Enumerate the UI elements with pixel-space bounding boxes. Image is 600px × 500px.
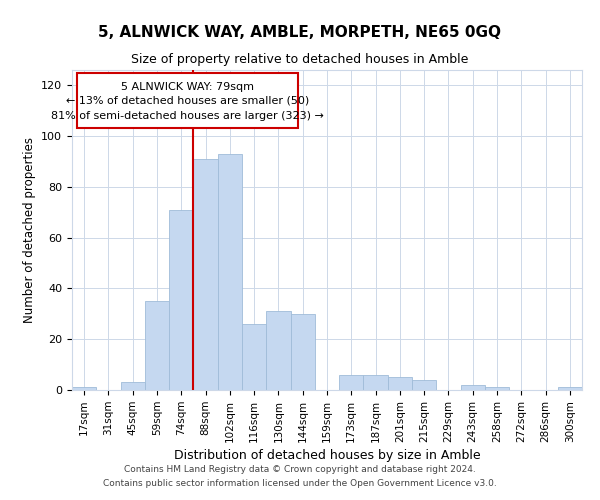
Bar <box>266 312 290 390</box>
Bar <box>461 385 485 390</box>
Bar <box>169 210 193 390</box>
X-axis label: Distribution of detached houses by size in Amble: Distribution of detached houses by size … <box>173 449 481 462</box>
Text: 5, ALNWICK WAY, AMBLE, MORPETH, NE65 0GQ: 5, ALNWICK WAY, AMBLE, MORPETH, NE65 0GQ <box>98 25 502 40</box>
Bar <box>558 388 582 390</box>
Bar <box>242 324 266 390</box>
Bar <box>290 314 315 390</box>
Bar <box>72 388 96 390</box>
Bar <box>339 375 364 390</box>
Bar <box>364 375 388 390</box>
Bar <box>145 301 169 390</box>
Bar <box>218 154 242 390</box>
Bar <box>121 382 145 390</box>
Bar <box>485 388 509 390</box>
Bar <box>193 159 218 390</box>
Text: 5 ALNWICK WAY: 79sqm: 5 ALNWICK WAY: 79sqm <box>121 82 254 92</box>
FancyBboxPatch shape <box>77 72 298 128</box>
Text: Contains HM Land Registry data © Crown copyright and database right 2024.
Contai: Contains HM Land Registry data © Crown c… <box>103 466 497 487</box>
Text: ← 13% of detached houses are smaller (50): ← 13% of detached houses are smaller (50… <box>66 96 309 106</box>
Text: Size of property relative to detached houses in Amble: Size of property relative to detached ho… <box>131 52 469 66</box>
Bar <box>388 378 412 390</box>
Y-axis label: Number of detached properties: Number of detached properties <box>23 137 35 323</box>
Text: 81% of semi-detached houses are larger (323) →: 81% of semi-detached houses are larger (… <box>51 111 324 121</box>
Bar <box>412 380 436 390</box>
